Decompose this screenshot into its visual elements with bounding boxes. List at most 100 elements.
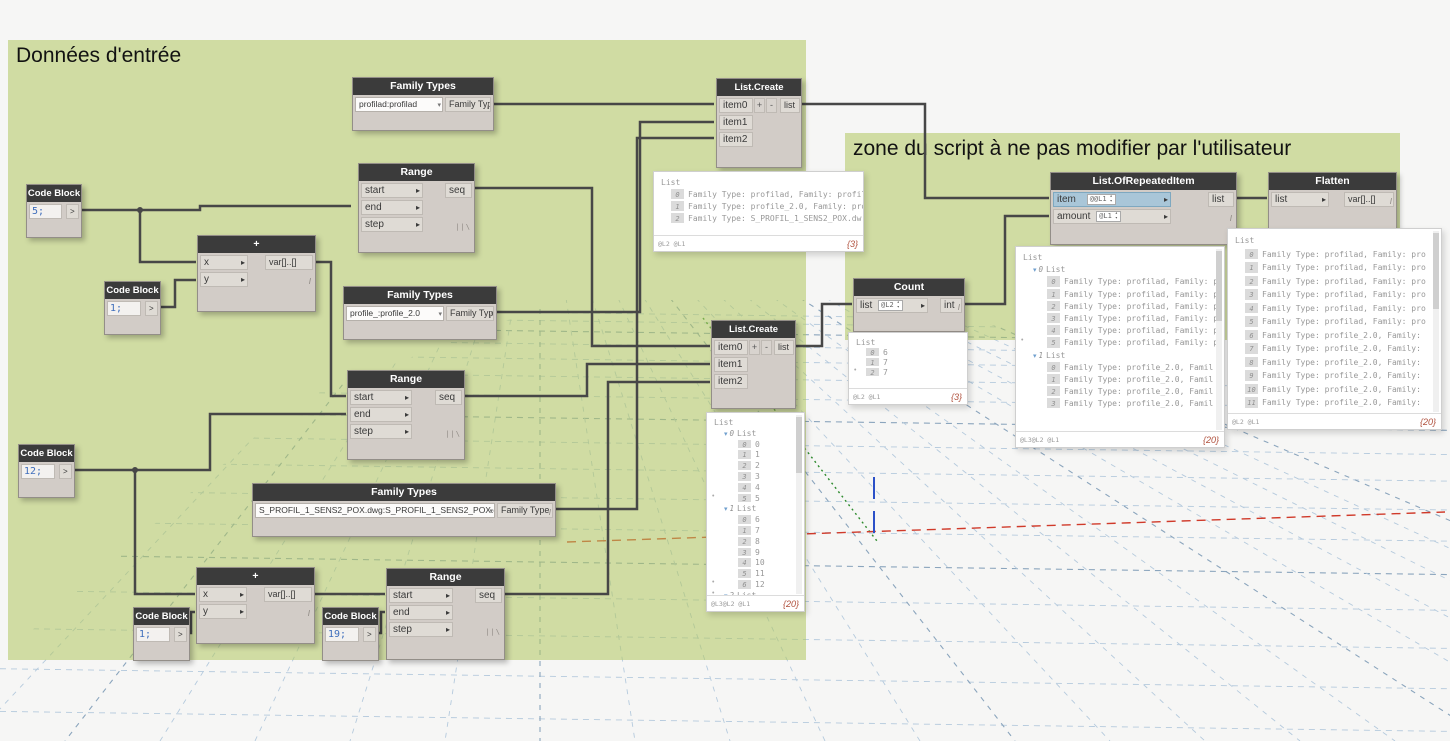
expand-arrow-icon[interactable]: ▾: [724, 593, 728, 595]
node-header[interactable]: Range: [359, 164, 474, 181]
code-block-value[interactable]: 5;: [29, 204, 62, 219]
node-list-create-1[interactable]: List.Create item0 + - list item1 item2: [716, 78, 802, 168]
node-header[interactable]: Code Block: [27, 185, 81, 202]
output-port-list[interactable]: list: [1208, 192, 1234, 207]
node-list-of-repeated-item[interactable]: List.OfRepeatedItem item @@L1 ▴ ▾ ▸ list a…: [1050, 172, 1237, 245]
input-port-y[interactable]: y ▸: [199, 604, 247, 619]
input-port-step[interactable]: step ▸: [350, 424, 412, 439]
input-port-end[interactable]: end ▸: [350, 407, 412, 422]
node-code-block-1b[interactable]: Code Block 1; >: [133, 607, 190, 661]
output-port[interactable]: >: [174, 627, 187, 642]
node-header[interactable]: Code Block: [323, 608, 378, 625]
input-port-amount[interactable]: amount @L1 ▴ ▾ ▸: [1053, 209, 1171, 224]
lacing-icon[interactable]: ||\: [485, 628, 501, 636]
node-header[interactable]: Range: [387, 569, 504, 586]
spinner-arrows-icon[interactable]: ▴ ▾: [1109, 193, 1113, 204]
group-title[interactable]: zone du script à ne pas modifier par l'u…: [853, 137, 1292, 160]
expand-arrow-icon[interactable]: ▾: [1033, 267, 1037, 275]
expand-arrow-icon[interactable]: ▾: [724, 430, 728, 438]
add-input-button[interactable]: +: [754, 98, 765, 113]
input-port-item2[interactable]: item2: [719, 132, 753, 147]
node-family-types-1[interactable]: Family Types profilad:profilad ▾ Family T…: [352, 77, 494, 131]
node-plus-2[interactable]: + x ▸ var[]..[] y ▸ I: [196, 567, 315, 644]
code-block-value[interactable]: 1;: [136, 627, 170, 642]
output-port[interactable]: >: [66, 204, 79, 219]
group-title[interactable]: Données d'entrée: [16, 44, 182, 67]
node-header[interactable]: Code Block: [134, 608, 189, 625]
node-header[interactable]: Count: [854, 279, 964, 296]
node-family-types-3[interactable]: Family Types S_PROFIL_1_SENS2_POX.dwg:S_…: [252, 483, 556, 537]
node-header[interactable]: Range: [348, 371, 464, 388]
input-port-item2[interactable]: item2: [714, 374, 748, 389]
scrollbar[interactable]: [1433, 231, 1439, 412]
node-header[interactable]: Code Block: [19, 445, 74, 462]
level-spinner[interactable]: @L2 ▴ ▾: [878, 299, 903, 311]
node-header[interactable]: List.Create: [712, 321, 795, 338]
node-header[interactable]: Family Types: [344, 287, 496, 304]
output-port-list[interactable]: list: [774, 340, 794, 355]
node-header[interactable]: List.Create: [717, 79, 801, 96]
family-type-dropdown[interactable]: S_PROFIL_1_SENS2_POX.dwg:S_PROFIL_1_SENS…: [255, 503, 495, 518]
expand-arrow-icon[interactable]: ▾: [724, 506, 728, 514]
expand-arrow-icon[interactable]: ▾: [1033, 352, 1037, 360]
output-port-var[interactable]: var[]..[]: [264, 587, 312, 602]
group-donnees-entree[interactable]: Données d'entrée: [8, 40, 806, 660]
input-port-x[interactable]: x ▸: [199, 587, 247, 602]
family-type-dropdown[interactable]: profile_:profile_2.0 ▾: [346, 306, 444, 321]
output-port-var[interactable]: var[]..[]: [1344, 192, 1394, 207]
code-block-value[interactable]: 19;: [325, 627, 359, 642]
output-port-list[interactable]: list: [780, 98, 800, 113]
output-port-family-type[interactable]: Family Type: [446, 306, 494, 321]
level-spinner[interactable]: @L1 ▴ ▾: [1096, 210, 1121, 222]
output-port-seq[interactable]: seq: [445, 183, 472, 198]
output-port[interactable]: >: [363, 627, 376, 642]
family-type-dropdown[interactable]: profilad:profilad ▾: [355, 97, 443, 112]
code-block-value[interactable]: 1;: [107, 301, 141, 316]
output-port-family-type[interactable]: Family Type: [445, 97, 491, 112]
scrollbar[interactable]: [796, 415, 802, 594]
input-port-x[interactable]: x ▸: [200, 255, 248, 270]
output-port-seq[interactable]: seq: [435, 390, 462, 405]
node-code-block-5[interactable]: Code Block 5; >: [26, 184, 82, 238]
input-port-start[interactable]: start ▸: [350, 390, 412, 405]
remove-input-button[interactable]: -: [766, 98, 777, 113]
lacing-icon[interactable]: ||\: [455, 223, 471, 231]
node-header[interactable]: List.OfRepeatedItem: [1051, 173, 1236, 190]
node-family-types-2[interactable]: Family Types profile_:profile_2.0 ▾ Famil…: [343, 286, 497, 340]
input-port-start[interactable]: start ▸: [361, 183, 423, 198]
node-header[interactable]: +: [197, 568, 314, 585]
node-header[interactable]: Family Types: [253, 484, 555, 501]
output-port-int[interactable]: int: [940, 298, 962, 313]
input-port-item0[interactable]: item0: [714, 340, 748, 355]
level-spinner[interactable]: @@L1 ▴ ▾: [1086, 193, 1116, 205]
spinner-arrows-icon[interactable]: ▴ ▾: [896, 299, 900, 310]
scrollbar[interactable]: [1216, 249, 1222, 430]
output-port-var[interactable]: var[]..[]: [265, 255, 313, 270]
lacing-icon[interactable]: ||\: [445, 430, 461, 438]
node-list-create-2[interactable]: List.Create item0 + - list item1 item2: [711, 320, 796, 409]
output-port-seq[interactable]: seq: [475, 588, 502, 603]
input-port-list[interactable]: list ▸: [1271, 192, 1329, 207]
add-input-button[interactable]: +: [749, 340, 760, 355]
node-range-1[interactable]: Range start ▸ seq end ▸ step ▸ ||\: [358, 163, 475, 253]
node-header[interactable]: Family Types: [353, 78, 493, 95]
input-port-end[interactable]: end ▸: [361, 200, 423, 215]
input-port-start[interactable]: start ▸: [389, 588, 453, 603]
node-range-2[interactable]: Range start ▸ seq end ▸ step ▸ ||\: [347, 370, 465, 460]
output-port-family-type[interactable]: Family Type: [497, 503, 553, 518]
input-port-step[interactable]: step ▸: [361, 217, 423, 232]
remove-input-button[interactable]: -: [761, 340, 772, 355]
node-code-block-1a[interactable]: Code Block 1; >: [104, 281, 161, 335]
output-port[interactable]: >: [59, 464, 72, 479]
node-code-block-19[interactable]: Code Block 19; >: [322, 607, 379, 661]
node-range-3[interactable]: Range start ▸ seq end ▸ step ▸ ||\: [386, 568, 505, 660]
node-header[interactable]: Flatten: [1269, 173, 1396, 190]
node-code-block-12[interactable]: Code Block 12; >: [18, 444, 75, 498]
input-port-item1[interactable]: item1: [714, 357, 748, 372]
output-port[interactable]: >: [145, 301, 158, 316]
input-port-item1[interactable]: item1: [719, 115, 753, 130]
node-header[interactable]: Code Block: [105, 282, 160, 299]
node-plus-1[interactable]: + x ▸ var[]..[] y ▸ I: [197, 235, 316, 312]
node-count[interactable]: Count list @L2 ▴ ▾ ▸ int I: [853, 278, 965, 332]
